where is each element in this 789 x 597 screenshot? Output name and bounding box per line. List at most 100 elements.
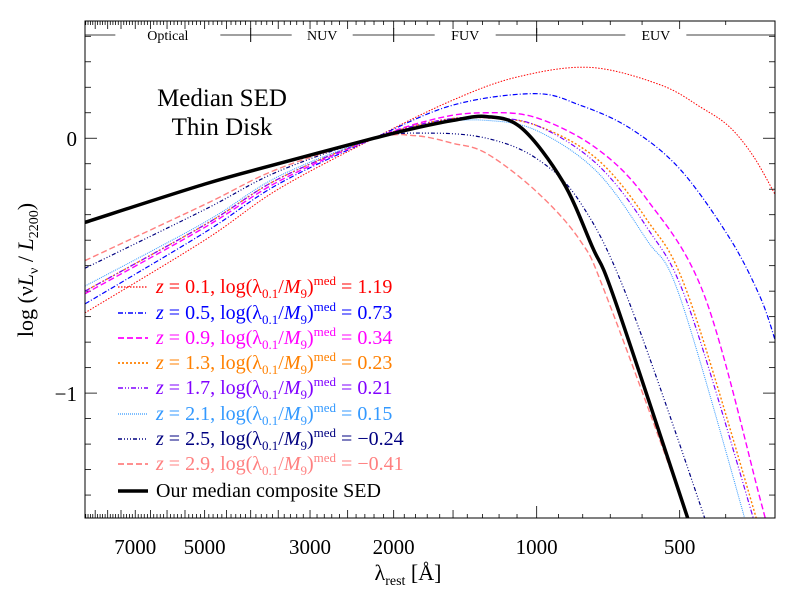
series-curve-z-1.3 (85, 116, 757, 518)
legend-text: z (155, 453, 164, 475)
legend-text: = −0.41 (336, 453, 404, 475)
x-tick-label: 5000 (184, 535, 226, 559)
legend-text: M (283, 352, 302, 374)
series-curve-z-0.9 (85, 112, 766, 518)
legend-text: / (278, 428, 284, 450)
legend-text: ) (307, 302, 314, 324)
legend-text: 0.1 (262, 413, 278, 428)
legend: z = 0.1, log(λ0.1/M9)med = 1.19z = 0.5, … (118, 273, 404, 502)
x-axis-label: λrest [Å] (375, 560, 442, 589)
plot-frame (84, 20, 776, 519)
band-label: Optical (147, 29, 188, 44)
axis-ticks (85, 21, 775, 518)
legend-text: = 0.1, log(λ (164, 276, 262, 298)
legend-text: M (283, 276, 302, 298)
legend-text: M (283, 302, 302, 324)
legend-text: med (314, 273, 337, 288)
legend-entry: z = 0.9, log(λ0.1/M9)med = 0.34 (155, 324, 392, 352)
band-label: EUV (641, 29, 670, 44)
legend-text: ) (307, 352, 314, 374)
legend-text: = 1.19 (336, 276, 392, 298)
legend-text: med (314, 374, 337, 389)
legend-text: 9 (300, 413, 307, 428)
legend-text: 9 (300, 463, 307, 478)
legend-text: 0.1 (262, 438, 278, 453)
legend-text: / (278, 453, 284, 475)
legend-text: z (155, 276, 164, 298)
legend-text: med (314, 324, 337, 339)
legend-text: = 0.23 (336, 352, 392, 374)
legend-text: = 1.3, log(λ (164, 352, 262, 374)
legend-entry: z = 2.9, log(λ0.1/M9)med = −0.41 (155, 450, 404, 478)
legend-text: 9 (300, 387, 307, 402)
legend-text: med (314, 425, 337, 440)
x-tick-label: 3000 (289, 535, 331, 559)
composite-sed-curve (85, 114, 690, 518)
legend-text: = 0.73 (336, 302, 392, 324)
y-tick-label: −1 (55, 382, 77, 406)
band-label: NUV (307, 29, 337, 44)
legend-text: ) (307, 327, 314, 349)
legend-text: 9 (300, 312, 307, 327)
series-curve-z-0.5 (85, 93, 775, 340)
legend-text: M (283, 403, 302, 425)
legend-entry: z = 0.1, log(λ0.1/M9)med = 1.19 (155, 273, 392, 301)
legend-text: med (314, 450, 337, 465)
legend-text: ) (307, 276, 314, 298)
legend-text: 9 (300, 286, 307, 301)
legend-text: / (278, 352, 284, 374)
series-curve-z-2.5 (85, 132, 706, 518)
legend-text: 0.1 (262, 337, 278, 352)
y-tick-labels: 0 −1 (55, 127, 77, 406)
legend-entry-composite: Our median composite SED (156, 480, 381, 502)
series-curve-z-2.9 (85, 133, 689, 518)
legend-text: / (278, 377, 284, 399)
legend-text: M (283, 453, 302, 475)
legend-text: = 0.15 (336, 403, 392, 425)
legend-entry: z = 2.1, log(λ0.1/M9)med = 0.15 (155, 400, 392, 428)
legend-text: M (283, 377, 302, 399)
legend-entry: z = 1.7, log(λ0.1/M9)med = 0.21 (155, 374, 392, 402)
legend-text: = 2.9, log(λ (164, 453, 262, 475)
legend-text: 9 (300, 438, 307, 453)
legend-text: z (155, 377, 164, 399)
legend-text: / (278, 403, 284, 425)
legend-text: 0.1 (262, 312, 278, 327)
legend-text: 9 (300, 337, 307, 352)
legend-text: = 0.34 (336, 327, 392, 349)
legend-text: 0.1 (262, 387, 278, 402)
legend-text: = 2.5, log(λ (164, 428, 262, 450)
legend-text: ) (307, 428, 314, 450)
series-curves (85, 66, 775, 518)
x-tick-label: 500 (664, 535, 696, 559)
legend-text: z (155, 352, 164, 374)
x-tick-label: 7000 (114, 535, 156, 559)
chart-title-line-1: Median SED (157, 85, 287, 112)
legend-text: z (155, 327, 164, 349)
legend-entry: z = 1.3, log(λ0.1/M9)med = 0.23 (155, 349, 392, 377)
legend-entry: z = 2.5, log(λ0.1/M9)med = −0.24 (155, 425, 404, 453)
legend-text: 0.1 (262, 362, 278, 377)
band-label: FUV (451, 29, 479, 44)
legend-text: 0.1 (262, 463, 278, 478)
legend-text: med (314, 400, 337, 415)
series-curve-z-0.1 (85, 66, 775, 314)
legend-text: = 1.7, log(λ (164, 377, 262, 399)
legend-text: M (283, 428, 302, 450)
series-curve-z-1.7 (85, 116, 754, 518)
legend-text: z (155, 428, 164, 450)
y-axis-label: log (νLν / L2200) (13, 203, 42, 337)
legend-text: ) (307, 453, 314, 475)
y-tick-label: 0 (67, 127, 78, 151)
legend-text: z (155, 403, 164, 425)
legend-text: med (314, 349, 337, 364)
legend-text: = 0.21 (336, 377, 392, 399)
x-tick-labels: 7000 5000 3000 2000 1000 500 (114, 535, 695, 559)
legend-text: M (283, 327, 302, 349)
legend-text: 9 (300, 362, 307, 377)
legend-text: / (278, 276, 284, 298)
legend-text: med (314, 299, 337, 314)
band-labels: Optical NUV FUV EUV (85, 28, 775, 44)
legend-text: / (278, 327, 284, 349)
